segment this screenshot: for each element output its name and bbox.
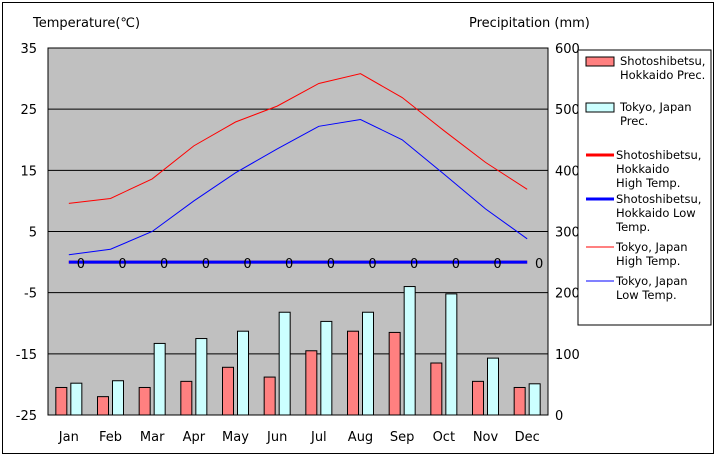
right-axis-title: Precipitation (mm) [469,16,590,31]
precip-bar [263,376,276,416]
temperature-line [68,73,528,204]
legend-swatch [585,56,615,67]
x-tick-label: Jul [310,430,327,445]
y-left-tick-label: 25 [20,103,37,118]
temperature-line [68,119,528,256]
precip-bar [528,383,541,416]
legend-label: Tokyo, Japan [619,100,692,114]
left-axis-title: Temperature(℃) [32,16,140,31]
legend-label: Hokkaido Low [616,206,696,220]
data-label: 0 [452,257,460,272]
precip-bar [487,357,499,416]
x-tick-label: Jun [266,430,287,445]
temperature-lines [68,73,528,264]
legend: Shotoshibetsu,Hokkaido Prec.Tokyo, Japan… [577,49,712,326]
x-axis-ticks: Jan Feb Mar Apr May Jun Jul Aug Sep Oct Nov Dec [58,430,540,445]
precip-bar [513,386,526,416]
legend-label: Low Temp. [616,288,677,302]
right-axis-ticks: 600 500 400 300 200 100 0 [555,42,580,424]
precip-bar [222,366,234,416]
precip-bar [305,350,318,416]
y-left-tick-label: -25 [16,409,37,424]
legend-swatch [585,102,615,113]
legend-label: Temp. [615,220,650,234]
data-label: 0 [368,257,376,272]
climate-chart: 0 0 0 0 0 0 0 0 0 0 0 0 35 25 15 5 -5 -15 -25 600 500 400 30… [16,16,712,445]
y-left-tick-label: -15 [16,348,37,363]
x-tick-label: Mar [140,430,165,445]
legend-label: Shotoshibetsu, [620,54,705,68]
precipitation-bars [55,286,541,416]
x-tick-label: Sep [390,430,415,445]
x-tick-label: Nov [473,430,499,445]
data-label: 0 [243,257,251,272]
precip-bar [403,286,416,416]
data-label: 0 [118,257,126,272]
y-left-tick-label: 5 [29,226,37,241]
legend-label: Tokyo, Japan [615,240,688,254]
y-left-tick-label: 15 [20,164,37,179]
precip-bar [180,380,193,416]
data-label: 0 [160,257,168,272]
x-tick-label: Dec [515,430,540,445]
precip-bar [138,386,151,416]
x-tick-label: May [222,430,249,445]
y-right-tick-label: 400 [555,164,580,179]
precip-bar [55,386,68,416]
precip-bar [195,338,208,416]
legend-label: High Temp. [616,254,680,268]
precip-bar [430,362,443,416]
data-label: 0 [327,257,335,272]
data-label: 0 [285,257,293,272]
precip-bar [388,331,401,416]
precip-bar [237,330,249,416]
left-axis-ticks: 35 25 15 5 -5 -15 -25 [16,42,37,424]
data-label: 0 [493,257,501,272]
data-label: 0 [535,257,543,272]
y-right-tick-label: 200 [555,287,580,302]
y-left-tick-label: -5 [24,287,37,302]
x-tick-label: Feb [99,430,122,445]
precip-bar [347,330,359,416]
x-tick-label: Aug [348,430,373,445]
y-left-tick-label: 35 [20,42,37,57]
precip-bar [472,380,484,416]
precip-bar [97,396,109,416]
legend-label: Tokyo, Japan [615,274,688,288]
precip-bar [320,320,333,416]
legend-label: High Temp. [616,176,680,190]
y-right-tick-label: 500 [555,103,580,118]
legend-label: Hokkaido Prec. [620,68,705,82]
precip-bar [70,382,83,416]
legend-label: Hokkaido [616,162,669,176]
gridlines [48,108,548,355]
x-tick-label: Jan [58,430,79,445]
data-label: 0 [77,257,85,272]
precip-bar [278,311,291,416]
x-tick-label: Oct [433,430,455,445]
legend-label: Prec. [620,114,648,128]
precip-bar [112,380,124,416]
y-right-tick-label: 100 [555,348,580,363]
y-right-tick-label: 300 [555,226,580,241]
y-right-tick-label: 600 [555,42,580,57]
precip-bar [153,342,166,416]
legend-box [577,49,712,326]
precip-bar [445,293,458,416]
precip-bar [362,311,374,416]
x-tick-label: Apr [183,430,206,445]
legend-label: Shotoshibetsu, [616,148,701,162]
legend-label: Shotoshibetsu, [616,192,701,206]
data-label: 0 [202,257,210,272]
data-labels: 0 0 0 0 0 0 0 0 0 0 0 0 [77,257,544,272]
data-label: 0 [410,257,418,272]
y-right-tick-label: 0 [555,409,563,424]
chart-frame: 0 0 0 0 0 0 0 0 0 0 0 0 35 25 15 5 -5 -15 -25 600 500 400 30… [2,2,714,454]
